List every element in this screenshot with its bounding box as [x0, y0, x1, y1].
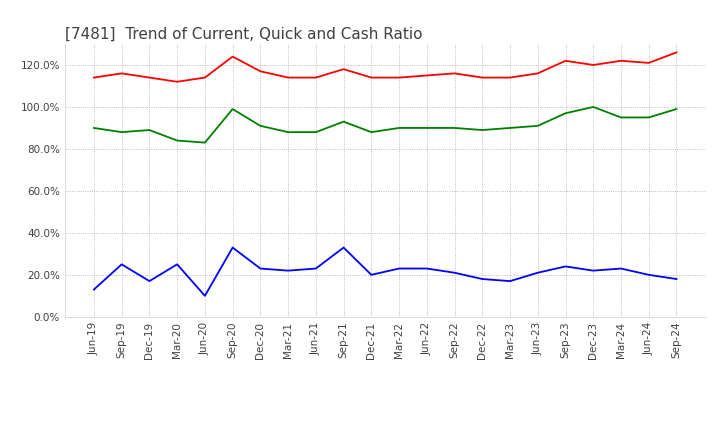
Cash Ratio [201, 293, 210, 298]
Cash Ratio [423, 266, 431, 271]
Quick Ratio [228, 106, 237, 112]
Quick Ratio [284, 129, 292, 135]
Cash Ratio [256, 266, 265, 271]
Quick Ratio [478, 128, 487, 133]
Current Ratio [478, 75, 487, 80]
Line: Quick Ratio: Quick Ratio [94, 107, 677, 143]
Current Ratio [616, 58, 625, 63]
Cash Ratio [505, 279, 514, 284]
Current Ratio [644, 60, 653, 66]
Current Ratio [672, 50, 681, 55]
Cash Ratio [173, 262, 181, 267]
Current Ratio [173, 79, 181, 84]
Quick Ratio [423, 125, 431, 131]
Current Ratio [256, 69, 265, 74]
Quick Ratio [145, 128, 154, 133]
Cash Ratio [616, 266, 625, 271]
Current Ratio [395, 75, 403, 80]
Cash Ratio [478, 276, 487, 282]
Current Ratio [534, 71, 542, 76]
Current Ratio [505, 75, 514, 80]
Quick Ratio [256, 123, 265, 128]
Current Ratio [145, 75, 154, 80]
Cash Ratio [395, 266, 403, 271]
Quick Ratio [339, 119, 348, 124]
Quick Ratio [117, 129, 126, 135]
Cash Ratio [644, 272, 653, 278]
Quick Ratio [589, 104, 598, 110]
Current Ratio [117, 71, 126, 76]
Cash Ratio [672, 276, 681, 282]
Cash Ratio [367, 272, 376, 278]
Text: [7481]  Trend of Current, Quick and Cash Ratio: [7481] Trend of Current, Quick and Cash … [65, 26, 423, 41]
Quick Ratio [89, 125, 98, 131]
Quick Ratio [644, 115, 653, 120]
Current Ratio [201, 75, 210, 80]
Line: Cash Ratio: Cash Ratio [94, 248, 677, 296]
Current Ratio [367, 75, 376, 80]
Cash Ratio [89, 287, 98, 292]
Line: Current Ratio: Current Ratio [94, 52, 677, 82]
Cash Ratio [534, 270, 542, 275]
Cash Ratio [450, 270, 459, 275]
Quick Ratio [173, 138, 181, 143]
Cash Ratio [228, 245, 237, 250]
Cash Ratio [145, 279, 154, 284]
Cash Ratio [117, 262, 126, 267]
Cash Ratio [339, 245, 348, 250]
Current Ratio [450, 71, 459, 76]
Cash Ratio [561, 264, 570, 269]
Quick Ratio [312, 129, 320, 135]
Current Ratio [89, 75, 98, 80]
Quick Ratio [561, 110, 570, 116]
Current Ratio [284, 75, 292, 80]
Current Ratio [312, 75, 320, 80]
Quick Ratio [505, 125, 514, 131]
Cash Ratio [589, 268, 598, 273]
Quick Ratio [616, 115, 625, 120]
Quick Ratio [367, 129, 376, 135]
Current Ratio [339, 66, 348, 72]
Current Ratio [423, 73, 431, 78]
Current Ratio [228, 54, 237, 59]
Cash Ratio [312, 266, 320, 271]
Current Ratio [561, 58, 570, 63]
Quick Ratio [395, 125, 403, 131]
Current Ratio [589, 62, 598, 68]
Quick Ratio [534, 123, 542, 128]
Cash Ratio [284, 268, 292, 273]
Quick Ratio [672, 106, 681, 112]
Quick Ratio [201, 140, 210, 145]
Quick Ratio [450, 125, 459, 131]
